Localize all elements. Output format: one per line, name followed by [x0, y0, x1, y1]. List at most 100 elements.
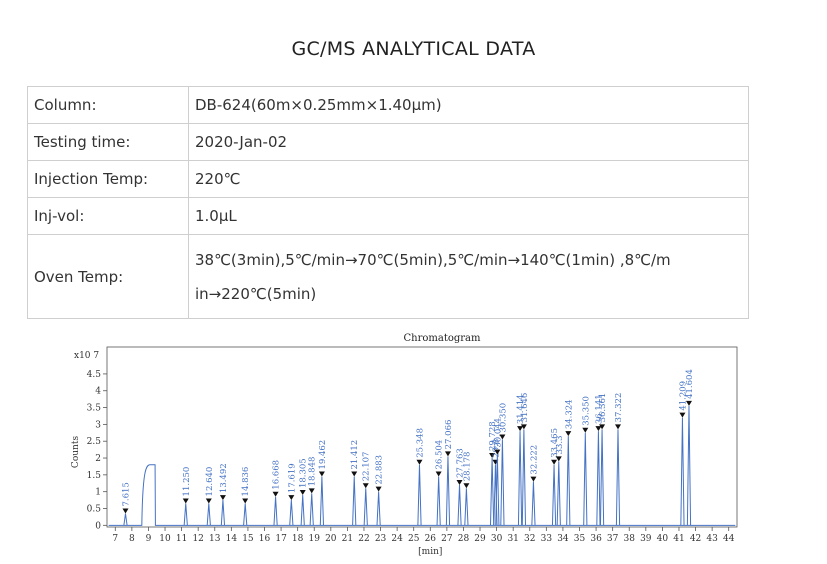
x-tick-label: 29	[474, 534, 486, 544]
row-key-oven-temp: Oven Temp:	[27, 234, 189, 319]
peak-label: 26.504	[435, 440, 445, 470]
peak-line	[363, 488, 368, 526]
oven-temp-line-1: 38℃(3min),5℃/min→70℃(5min),5℃/min→140℃(1…	[195, 250, 671, 269]
x-tick-label: 40	[657, 534, 669, 544]
peak-line	[464, 488, 469, 526]
x-tick-label: 34	[557, 534, 569, 544]
peak-label: 27.763	[456, 448, 466, 478]
peak-line	[556, 461, 561, 526]
x-tick-label: 24	[391, 534, 403, 544]
peak-marker	[308, 488, 315, 494]
y-tick-label: 1	[95, 488, 101, 498]
x-tick-label: 16	[259, 534, 271, 544]
peak-marker	[299, 490, 306, 496]
peak-label: 33.3	[555, 435, 565, 454]
peak-label: 31.414	[516, 394, 526, 424]
peak-label: 12.640	[205, 467, 215, 497]
peak-marker	[685, 400, 692, 406]
peak-marker	[599, 424, 606, 430]
x-tick-label: 36	[590, 534, 602, 544]
y-tick-label: 4.5	[87, 370, 102, 380]
peak-line	[596, 431, 601, 526]
x-tick-label: 30	[491, 534, 503, 544]
peak-line	[243, 503, 248, 526]
x-tick-label: 42	[690, 534, 701, 544]
peak-line	[551, 464, 557, 526]
peak-marker	[530, 476, 537, 482]
peak-line	[417, 464, 422, 526]
peak-label: 7.615	[121, 482, 131, 506]
row-value-oven-temp: 38℃(3min),5℃/min→70℃(5min),5℃/min→140℃(1…	[188, 234, 749, 319]
x-tick-label: 39	[640, 534, 652, 544]
y-tick-label: 1.5	[87, 471, 102, 481]
peak-label: 28.178	[462, 452, 472, 482]
x-tick-label: 8	[129, 534, 135, 544]
peak-label: 18.848	[308, 457, 318, 487]
peak-line	[531, 481, 536, 526]
peak-line	[686, 405, 692, 526]
peak-marker	[242, 498, 249, 504]
x-tick-label: 37	[607, 534, 619, 544]
peak-marker	[551, 459, 558, 465]
peak-marker	[499, 434, 506, 440]
peak-label: 34.324	[564, 399, 574, 429]
peak-line	[123, 513, 128, 526]
peak-label: 13.492	[219, 463, 229, 493]
x-tick-label: 19	[309, 534, 321, 544]
x-tick-label: 23	[375, 534, 387, 544]
peak-marker	[122, 508, 129, 514]
table-row: Column: DB-624(60m×0.25mm×1.40μm)	[27, 86, 749, 124]
peak-line	[289, 500, 294, 526]
x-tick-label: 33	[541, 534, 553, 544]
peak-label: 32.222	[529, 445, 539, 475]
row-value-inj-vol: 1.0μL	[188, 197, 749, 235]
peak-marker	[205, 498, 212, 504]
peak-label: 41.604	[685, 369, 695, 399]
row-key-testing-time: Testing time:	[27, 123, 189, 161]
peak-line	[457, 484, 462, 526]
x-tick-label: 25	[408, 534, 420, 544]
peak-line	[183, 503, 188, 526]
peak-label: 29.8	[491, 439, 501, 458]
peak-label: 27.066	[444, 420, 454, 450]
x-tick-label: 12	[192, 534, 203, 544]
peak-marker	[288, 495, 295, 501]
x-tick-label: 17	[275, 534, 287, 544]
x-tick-label: 10	[159, 534, 171, 544]
plot-frame	[106, 346, 738, 528]
peak-label: 29.728	[488, 421, 498, 451]
peak-line	[352, 476, 357, 526]
peak-line	[599, 429, 605, 526]
x-tick-label: 38	[624, 534, 636, 544]
peak-line	[489, 458, 495, 526]
peak-line	[319, 476, 324, 526]
x-tick-label: 21	[342, 534, 353, 544]
peak-line	[436, 476, 441, 526]
row-key-inj-vol: Inj-vol:	[27, 197, 189, 235]
peak-label: 33.465	[550, 428, 560, 458]
peak-marker	[456, 479, 463, 485]
table-row: Oven Temp: 38℃(3min),5℃/min→70℃(5min),5℃…	[27, 234, 749, 319]
peak-marker	[555, 456, 562, 462]
x-tick-label: 22	[358, 534, 369, 544]
peak-line	[376, 491, 381, 526]
peak-label: 21.412	[350, 440, 360, 470]
x-tick-label: 26	[425, 534, 437, 544]
peak-marker	[219, 495, 226, 501]
x-axis-label: [min]	[418, 547, 442, 557]
peak-marker	[565, 431, 572, 437]
peak-label: 35.350	[581, 396, 591, 426]
peak-marker	[582, 427, 589, 433]
peak-marker	[614, 424, 621, 430]
peak-line	[566, 436, 571, 526]
row-value-column: DB-624(60m×0.25mm×1.40μm)	[188, 86, 749, 124]
y-tick-label: 0.5	[87, 504, 102, 514]
peak-line	[220, 500, 226, 526]
peak-line	[300, 495, 305, 526]
x-tick-label: 35	[574, 534, 586, 544]
chart-title: Chromatogram	[403, 333, 481, 344]
x-tick-label: 44	[723, 534, 735, 544]
peak-label: 37.322	[614, 393, 624, 423]
table-row: Testing time: 2020-Jan-02	[27, 123, 749, 161]
peak-marker	[362, 483, 369, 489]
